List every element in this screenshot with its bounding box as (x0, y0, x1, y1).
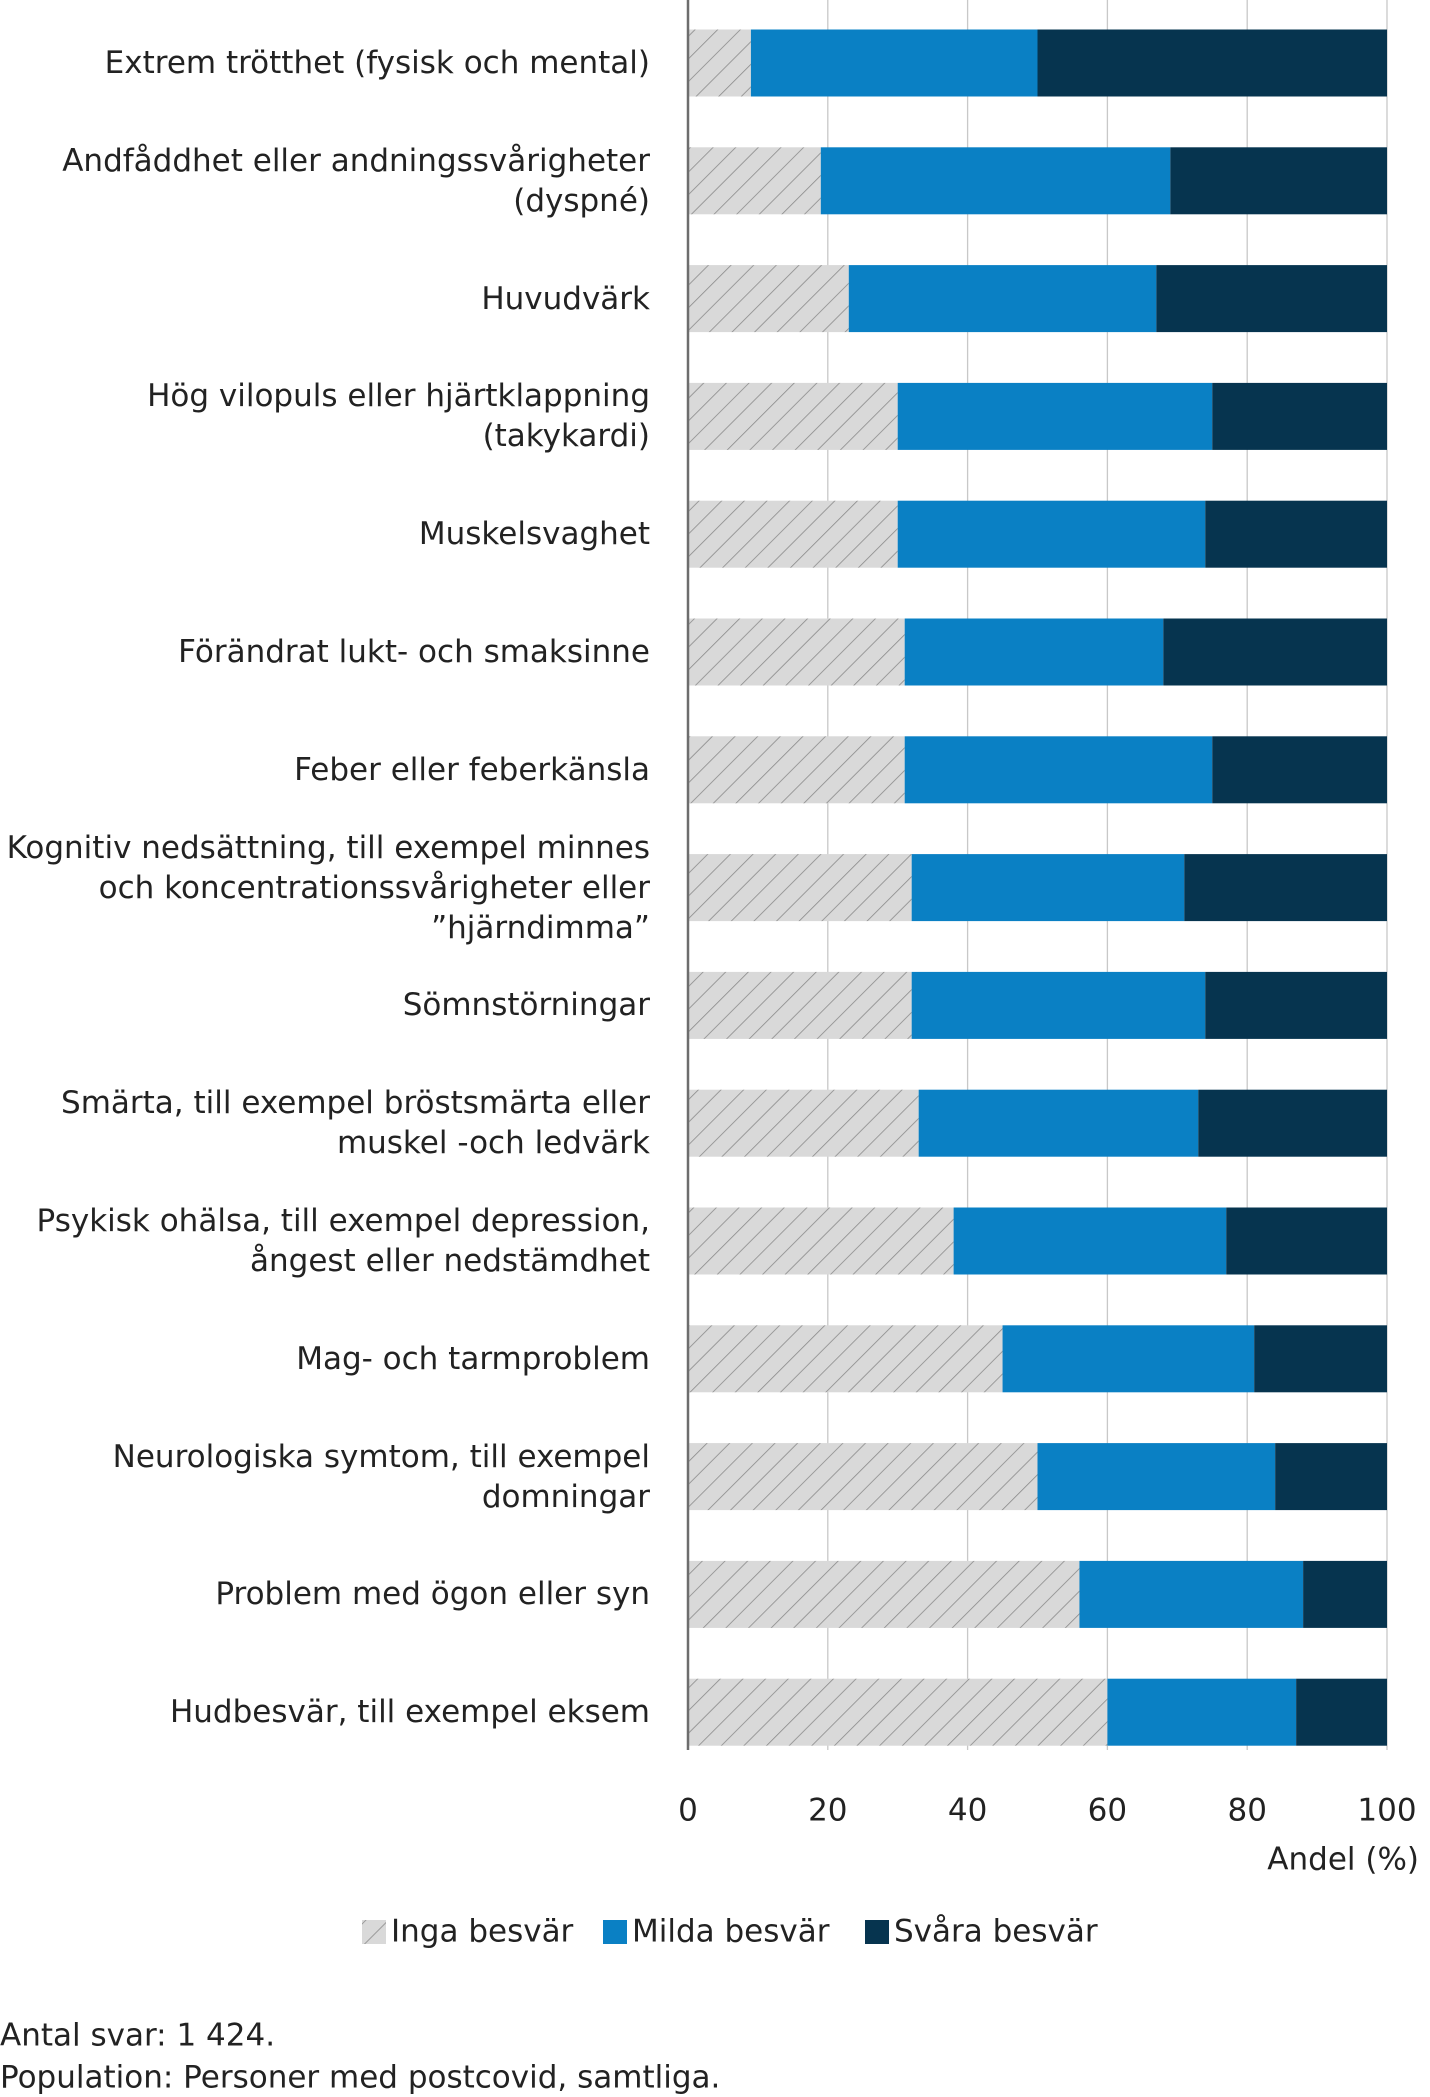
category-label: Extrem trötthet (fysisk och mental) (104, 45, 650, 81)
category-label: Neurologiska symtom, till exempel domnin… (112, 1438, 650, 1515)
bar-segment (1184, 854, 1387, 922)
category-label: Hög vilopuls eller hjärtklappning (takyk… (147, 378, 650, 455)
x-tick-label: 100 (1357, 1793, 1416, 1829)
legend-label: Inga besvär (391, 1914, 574, 1950)
bar-segment (688, 1560, 1080, 1628)
bar-segment (750, 29, 1038, 97)
category-label: Huvudvärk (481, 280, 650, 317)
bar-segment (688, 265, 849, 333)
category-label: Feber eller feberkänsla (294, 751, 650, 788)
bar-segment (1275, 1443, 1387, 1511)
category-label: Förändrat lukt- och smaksinne (178, 634, 650, 670)
bar-segment (1037, 29, 1387, 97)
bar-segment (688, 1678, 1108, 1746)
bar-segment (688, 736, 905, 804)
category-label: Hudbesvär, till exempel eksem (169, 1694, 650, 1731)
bar-segment (688, 971, 912, 1039)
category-label: Smärta, till exempel bröstsmärta eller m… (61, 1085, 650, 1162)
x-tick-label: 20 (808, 1793, 847, 1829)
category-label: Muskelsvaghet (418, 516, 650, 553)
legend-swatch (865, 1920, 889, 1944)
bar-segment (953, 1207, 1227, 1275)
x-tick-label: 80 (1227, 1793, 1266, 1829)
bar-segment (1205, 500, 1387, 568)
x-axis-label: Andel (%) (1267, 1842, 1419, 1878)
bar-segment (1156, 265, 1387, 333)
bar-segment (1037, 1443, 1276, 1511)
legend-swatch (603, 1920, 627, 1944)
bar-segment (911, 971, 1206, 1039)
bar-segment (1170, 147, 1387, 215)
category-label: Mag- och tarmproblem (296, 1340, 650, 1377)
legend-swatch (362, 1920, 386, 1944)
category-label: Sömnstörningar (402, 987, 650, 1024)
bar-segment (848, 265, 1157, 333)
bar-segment (904, 736, 1213, 804)
bar-segment (688, 854, 912, 922)
bar-segment (1079, 1560, 1304, 1628)
bar-segment (1002, 1325, 1255, 1393)
x-tick-label: 60 (1088, 1793, 1127, 1829)
bar-segment (911, 854, 1185, 922)
bar-segment (688, 147, 821, 215)
category-label: Problem med ögon eller syn (215, 1576, 650, 1613)
bar-segment (688, 1325, 1003, 1393)
bar-segment (688, 382, 898, 450)
bar-segment (688, 618, 905, 686)
bar-segment (904, 618, 1164, 686)
bar-segment (820, 147, 1171, 215)
bar-segment (1303, 1560, 1387, 1628)
bar-segment (1107, 1678, 1297, 1746)
bar-segment (1198, 1089, 1387, 1157)
bar-segment (897, 500, 1206, 568)
category-label: Kognitiv nedsättning, till exempel minne… (6, 829, 650, 946)
bar-segment (688, 29, 751, 97)
bar-segment (897, 382, 1213, 450)
x-tick-label: 40 (948, 1793, 987, 1829)
legend-label: Svåra besvär (894, 1914, 1098, 1950)
bar-segment (1226, 1207, 1387, 1275)
bar-segment (1254, 1325, 1387, 1393)
bar-segment (688, 1207, 954, 1275)
bar-segment (1205, 971, 1387, 1039)
category-label: Psykisk ohälsa, till exempel depression,… (36, 1203, 650, 1279)
note: Antal svar: 1 424. (0, 2018, 275, 2054)
bar-segment (688, 1443, 1038, 1511)
bar-segment (688, 500, 898, 568)
bar-segment (688, 1089, 919, 1157)
x-tick-label: 0 (678, 1793, 698, 1829)
bar-segment (1296, 1678, 1387, 1746)
bar-segment (1163, 618, 1387, 686)
note: Population: Personer med postcovid, samt… (0, 2060, 720, 2096)
category-label: Andfåddhet eller andningssvårigheter (dy… (62, 142, 650, 219)
bar-segment (1212, 736, 1387, 804)
legend-label: Milda besvär (632, 1914, 830, 1950)
bar-segment (918, 1089, 1199, 1157)
bar-segment (1212, 382, 1387, 450)
